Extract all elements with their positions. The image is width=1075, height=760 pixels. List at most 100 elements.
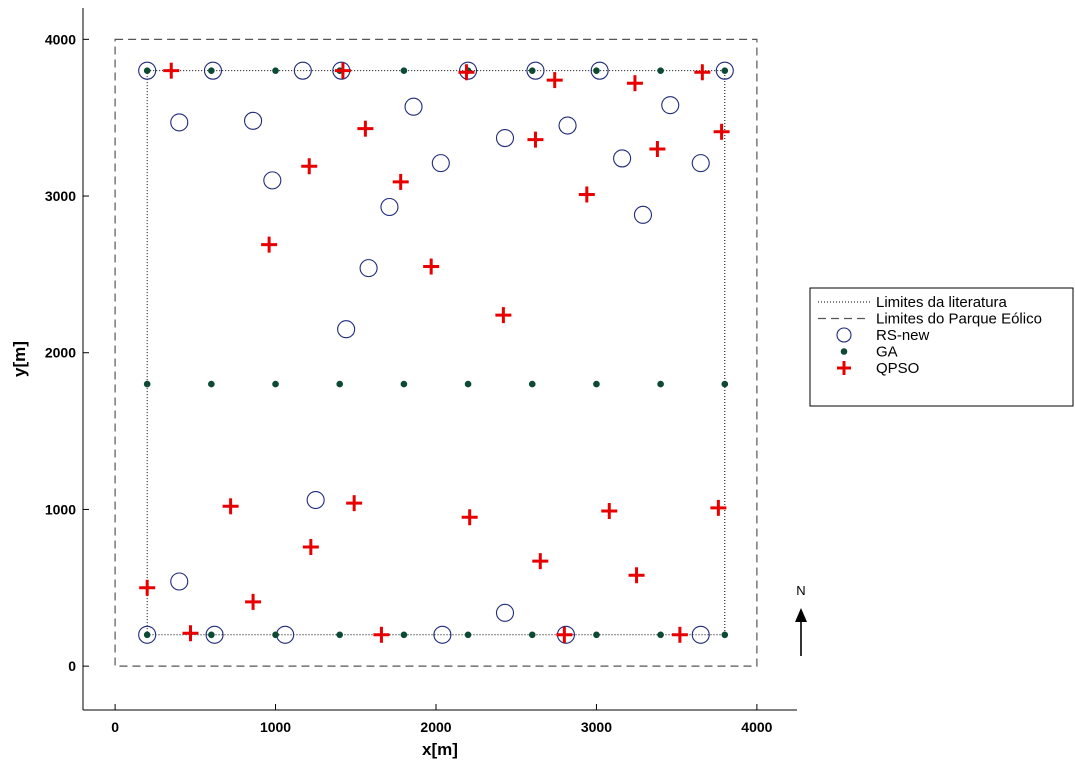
rs-new-point — [337, 320, 356, 339]
ga-point — [400, 631, 408, 639]
rs-new-point — [263, 171, 282, 190]
legend-swatch-circle — [836, 327, 852, 343]
qpso-point — [182, 625, 199, 642]
rs-new-point — [715, 61, 734, 80]
rs-new-point — [293, 61, 312, 80]
ga-point — [657, 380, 664, 388]
rs-new-point — [170, 113, 189, 132]
legend-item-ga: GA — [840, 344, 898, 361]
ga-point — [400, 380, 408, 388]
qpso-point — [139, 579, 156, 596]
rs-new-point — [526, 61, 545, 80]
ga-point — [208, 380, 215, 388]
x-tick-label: 1000 — [260, 719, 291, 735]
ga-point — [593, 380, 600, 388]
legend-box — [809, 287, 1074, 407]
rs-new-point — [590, 61, 609, 80]
qpso-point — [495, 307, 512, 324]
qpso-point — [713, 123, 730, 140]
y-tick-label: 3000 — [45, 188, 76, 204]
y-tick-label: 2000 — [45, 345, 76, 361]
x-axis-title: x[m] — [422, 740, 458, 759]
rs-new-point — [170, 572, 189, 591]
qpso-point — [671, 626, 688, 643]
y-axis-title: y[m] — [10, 341, 29, 377]
qpso-point — [346, 495, 363, 512]
boundary-park — [114, 38, 758, 667]
ga-point — [593, 67, 600, 74]
qpso-point — [302, 539, 319, 556]
rs-new-point — [495, 129, 515, 148]
rs-new-point — [431, 154, 450, 173]
legend-label: QPSO — [876, 360, 919, 377]
series-rs-new — [138, 61, 734, 644]
rs-new-point — [404, 97, 423, 116]
qpso-point — [357, 120, 374, 137]
x-tick-label: 0 — [111, 719, 119, 735]
qpso-point — [546, 72, 563, 89]
legend-swatch-plus — [837, 361, 851, 375]
qpso-point — [527, 131, 544, 148]
qpso-point — [163, 62, 180, 79]
legend-label: Limites da literatura — [876, 294, 1008, 311]
axes: 0 1000 2000 3000 4000 0 1000 2000 3000 4000 x[m] y[… — [10, 8, 797, 759]
x-tick-label: 3000 — [581, 719, 612, 735]
ga-point — [272, 67, 279, 74]
x-tick-label: 2000 — [420, 719, 451, 735]
qpso-point — [392, 173, 409, 190]
boundary-literature — [146, 70, 726, 636]
ga-point — [336, 380, 344, 388]
rs-new-point — [203, 61, 223, 80]
rs-new-point — [558, 116, 577, 135]
legend-item-qpso: QPSO — [837, 360, 919, 377]
ga-point — [336, 631, 344, 639]
y-tick-label: 1000 — [45, 501, 76, 517]
qpso-point — [649, 141, 666, 158]
qpso-point — [532, 553, 549, 570]
qpso-point — [628, 567, 645, 584]
qpso-point — [461, 509, 478, 526]
rs-new-point — [691, 625, 710, 644]
legend-label: GA — [876, 344, 898, 361]
rs-new-point — [691, 154, 710, 173]
ga-point — [464, 631, 472, 639]
qpso-point — [261, 236, 278, 253]
rs-new-point — [661, 96, 680, 115]
ga-point — [208, 67, 215, 74]
legend-swatch-dot — [840, 348, 848, 355]
rs-new-point — [633, 205, 653, 224]
qpso-point — [373, 626, 390, 643]
ga-point — [528, 67, 536, 74]
ga-point — [528, 631, 536, 639]
y-tick-label: 0 — [68, 658, 76, 674]
ga-point — [143, 67, 151, 74]
qpso-point — [578, 186, 595, 203]
qpso-point — [222, 498, 239, 515]
rs-new-point — [138, 625, 157, 644]
ga-point — [657, 631, 664, 639]
series-ga — [143, 67, 729, 639]
rs-new-point — [380, 197, 399, 217]
legend-item-limites-da-literatura: Limites da literatura — [818, 294, 1008, 311]
qpso-point — [556, 626, 573, 643]
ga-point — [272, 631, 279, 639]
rs-new-point — [244, 111, 263, 130]
rs-new-point — [359, 259, 378, 278]
rs-new-point — [495, 603, 515, 622]
qpso-point — [710, 499, 727, 516]
qpso-point — [245, 593, 262, 610]
ga-point — [528, 380, 536, 388]
north-arrow: N — [795, 583, 807, 656]
rs-new-point — [306, 490, 325, 510]
ga-point — [143, 631, 151, 639]
qpso-point — [601, 502, 618, 519]
ga-point — [657, 67, 664, 74]
legend-item-rs-new: RS-new — [836, 327, 930, 344]
ga-point — [272, 380, 279, 388]
legend-item-limites-do-parque-eolico: Limites do Parque Eólico — [818, 311, 1042, 328]
plot-area — [114, 38, 758, 667]
north-arrow-label: N — [796, 583, 805, 598]
ga-point — [721, 631, 729, 639]
